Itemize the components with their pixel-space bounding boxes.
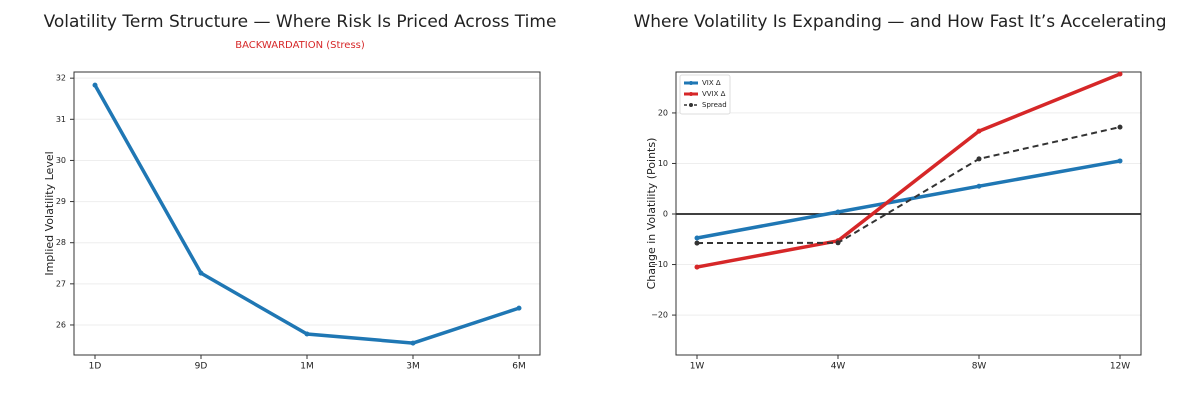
y-tick-label: −10 — [651, 260, 668, 269]
legend-label: VVIX Δ — [702, 90, 726, 98]
x-tick-label: 9D — [195, 362, 208, 372]
point — [694, 240, 700, 246]
x-tick-label: 8W — [972, 362, 987, 372]
y-tick-label: 30 — [56, 156, 66, 165]
point — [976, 183, 982, 189]
point — [92, 82, 98, 88]
x-tick-label: 12W — [1110, 362, 1130, 372]
series-line — [696, 72, 1121, 269]
legend-marker — [689, 81, 693, 85]
point — [976, 156, 982, 162]
x-tick-label: 3M — [406, 362, 420, 372]
point — [835, 209, 841, 215]
chart-subtitle: BACKWARDATION (Stress) — [235, 40, 365, 51]
y-tick-label: 10 — [658, 159, 668, 168]
point — [410, 340, 416, 346]
point — [694, 235, 700, 241]
y-tick-label: −20 — [651, 311, 668, 320]
point — [1117, 158, 1123, 164]
y-tick-label: 27 — [56, 279, 66, 288]
y-tick-label: 26 — [56, 320, 66, 329]
series-line — [696, 126, 1121, 245]
plot-frame — [675, 71, 1142, 356]
legend: VIX Δ VVIX Δ Spread — [679, 74, 731, 115]
point — [198, 270, 204, 276]
x-tick-label: 1W — [690, 362, 705, 372]
legend-label: VIX Δ — [702, 79, 721, 87]
y-tick-label: 0 — [663, 210, 668, 219]
chart-title: Where Volatility Is Expanding — and How … — [633, 12, 1166, 32]
legend-marker — [689, 92, 693, 96]
x-tick-label: 1D — [89, 362, 102, 372]
y-tick-label: 32 — [56, 74, 66, 83]
x-tick-label: 4W — [831, 362, 846, 372]
y-tick-label: 28 — [56, 238, 66, 247]
point — [1117, 124, 1123, 130]
series-line — [93, 84, 520, 345]
y-tick-label: 20 — [658, 108, 668, 117]
legend-marker — [689, 103, 693, 107]
point — [516, 305, 522, 311]
point — [694, 264, 700, 270]
x-tick-label: 6M — [512, 362, 526, 372]
point — [1117, 71, 1123, 77]
series-line — [696, 159, 1121, 240]
point — [304, 331, 310, 337]
point — [835, 240, 841, 246]
chart-title: Volatility Term Structure — Where Risk I… — [44, 12, 557, 32]
point — [976, 128, 982, 134]
plot-frame — [73, 71, 541, 356]
y-axis-label: Change in Volatility (Points) — [645, 138, 658, 290]
y-axis-label: Implied Volatility Level — [43, 151, 56, 275]
legend-label: Spread — [702, 101, 727, 109]
x-tick-label: 1M — [300, 362, 314, 372]
y-tick-label: 31 — [56, 115, 66, 124]
y-tick-label: 29 — [56, 197, 66, 206]
